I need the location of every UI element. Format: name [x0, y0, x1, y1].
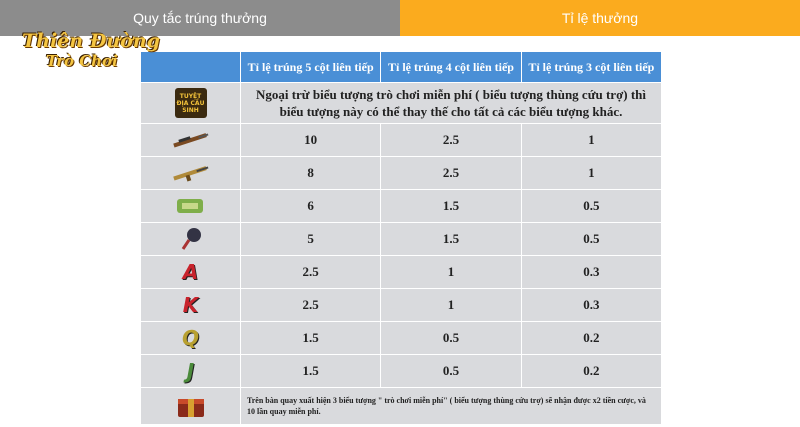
- symbol-icon: [141, 163, 240, 183]
- payout-cell: 5: [239, 222, 382, 256]
- symbol-icon: J: [186, 359, 195, 383]
- payout-cell: 0.5: [520, 189, 663, 223]
- icon-cell: Q: [140, 321, 241, 355]
- symbol-icon: Q: [181, 326, 199, 350]
- wild-icon: TUYỆT ĐỊA CẦU SINH: [174, 88, 207, 118]
- wild-description: Ngoại trừ biểu tượng trò chơi miễn phí (…: [240, 82, 662, 124]
- payout-cell: 1.5: [380, 189, 522, 223]
- symbol-icon: K: [182, 293, 199, 317]
- symbol-row: 6 1.5 0.5: [140, 189, 663, 223]
- header-cell: Tỉ lệ trúng 4 cột liên tiếp: [380, 51, 522, 83]
- payout-cell: 1: [520, 156, 663, 190]
- payout-cell: 1: [380, 255, 522, 289]
- symbol-icon: [141, 130, 240, 150]
- payout-cell: 0.2: [520, 354, 663, 388]
- icon-cell: [140, 156, 241, 190]
- symbol-icon: [141, 226, 240, 252]
- symbol-row: 10 2.5 1: [140, 123, 663, 157]
- tab-bar: Quy tắc trúng thưởng Tỉ lệ thưởng: [0, 0, 800, 36]
- icon-cell: [140, 222, 241, 256]
- icon-cell: TUYỆT ĐỊA CẦU SINH: [140, 82, 241, 124]
- payout-cell: 0.2: [520, 321, 663, 355]
- logo: Thiên Đường Trò Chơi: [18, 8, 160, 74]
- symbol-row: J 1.5 0.5 0.2: [140, 354, 663, 388]
- payout-cell: 2.5: [239, 288, 382, 322]
- payout-cell: 1: [520, 123, 663, 157]
- payout-cell: 2.5: [380, 156, 522, 190]
- payout-cell: 8: [239, 156, 382, 190]
- tab[interactable]: Tỉ lệ thưởng: [400, 0, 800, 36]
- header-row: Tỉ lệ trúng 5 cột liên tiếp Tỉ lệ trúng 4…: [140, 51, 663, 83]
- payout-cell: 10: [239, 123, 382, 157]
- symbol-icon: [141, 195, 240, 217]
- payout-cell: 1.5: [380, 222, 522, 256]
- payout-cell: 6: [239, 189, 382, 223]
- payout-cell: 2.5: [239, 255, 382, 289]
- payout-cell: 0.5: [380, 354, 522, 388]
- symbol-row: K 2.5 1 0.3: [140, 288, 663, 322]
- symbol-row: 5 1.5 0.5: [140, 222, 663, 256]
- header-cell: [140, 51, 241, 83]
- payout-cell: 0.3: [520, 255, 663, 289]
- scatter-icon: [141, 393, 240, 419]
- payout-cell: 0.5: [520, 222, 663, 256]
- tab[interactable]: Quy tắc trúng thưởng: [0, 0, 400, 36]
- icon-cell: A: [140, 255, 241, 289]
- payout-cell: 2.5: [380, 123, 522, 157]
- symbol-row: Q 1.5 0.5 0.2: [140, 321, 663, 355]
- symbol-row: 8 2.5 1: [140, 156, 663, 190]
- icon-cell: J: [140, 354, 241, 388]
- payout-cell: 1: [380, 288, 522, 322]
- paytable: Tỉ lệ trúng 5 cột liên tiếp Tỉ lệ trúng 4…: [140, 51, 663, 425]
- symbol-row: A 2.5 1 0.3: [140, 255, 663, 289]
- icon-cell: [140, 387, 241, 425]
- icon-cell: [140, 189, 241, 223]
- icon-cell: [140, 123, 241, 157]
- header-cell: Tỉ lệ trúng 5 cột liên tiếp: [239, 51, 382, 83]
- header-cell: Tỉ lệ trúng 3 cột liên tiếp: [520, 51, 663, 83]
- logo-text: Thiên Đường: [22, 30, 160, 52]
- payout-cell: 0.5: [380, 321, 522, 355]
- symbol-icon: A: [182, 260, 199, 284]
- payout-cell: 0.3: [520, 288, 663, 322]
- table: Tỉ lệ trúng 5 cột liên tiếp Tỉ lệ trúng 4…: [140, 51, 663, 425]
- logo-text: Trò Chơi: [46, 52, 118, 70]
- scatter-row: Trên bàn quay xuất hiện 3 biểu tượng " t…: [140, 387, 662, 425]
- wild-row: TUYỆT ĐỊA CẦU SINH Ngoại trừ biểu tượng …: [140, 82, 662, 124]
- scatter-description: Trên bàn quay xuất hiện 3 biểu tượng " t…: [240, 387, 662, 425]
- icon-cell: K: [140, 288, 241, 322]
- payout-cell: 1.5: [239, 321, 382, 355]
- payout-cell: 1.5: [239, 354, 382, 388]
